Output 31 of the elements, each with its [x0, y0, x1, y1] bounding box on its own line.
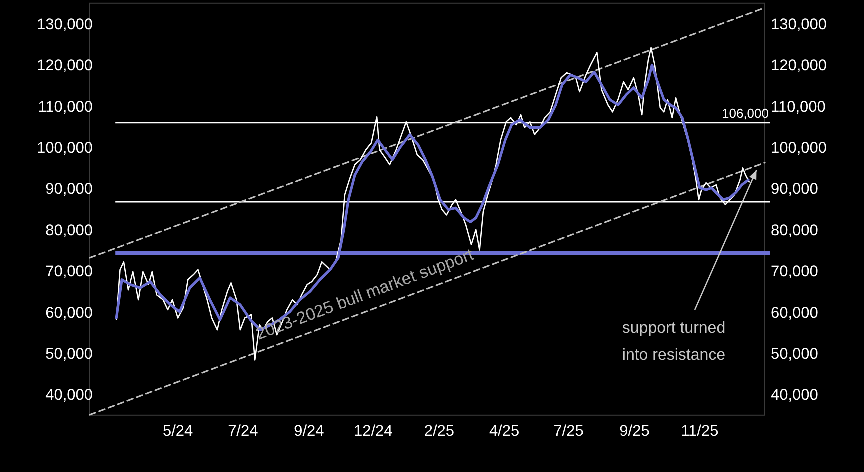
y-tick-label: 90,000	[46, 181, 94, 198]
y-tick-label: 100,000	[36, 140, 94, 158]
y2-tick-label: 70,000	[771, 264, 819, 281]
y-tick-label: 60,000	[46, 304, 94, 322]
x-tick-label: 9/24	[294, 423, 325, 440]
y-tick-label: 70,000	[46, 264, 94, 281]
y2-tick-label: 40,000	[771, 387, 819, 404]
x-tick-label: 11/25	[681, 423, 719, 440]
x-tick-label: 9/25	[620, 423, 650, 440]
y2-tick-label: 100,000	[771, 140, 828, 158]
y2-tick-label: 80,000	[771, 222, 819, 240]
y-tick-label: 40,000	[46, 387, 94, 404]
y2-tick-label: 50,000	[771, 346, 819, 364]
x-tick-label: 2/25	[424, 423, 455, 440]
x-tick-label: 12/24	[354, 423, 394, 440]
x-tick-label: 4/25	[489, 423, 520, 440]
x-tick-label: 5/24	[162, 423, 194, 440]
y-tick-label: 120,000	[36, 58, 94, 75]
annotation: support turned into resistance	[622, 320, 726, 364]
y-tick-label: 110,000	[38, 98, 94, 116]
ref-line-label: 106,000	[722, 106, 769, 121]
y2-tick-label: 130,000	[771, 16, 828, 34]
y-tick-label: 130,000	[36, 16, 94, 34]
y2-tick-label: 90,000	[771, 181, 819, 198]
y2-tick-label: 110,000	[771, 98, 826, 116]
y-tick-label: 80,000	[46, 222, 94, 240]
y-tick-label: 50,000	[46, 346, 94, 364]
x-tick-label: 7/24	[228, 423, 259, 440]
y2-tick-label: 120,000	[771, 58, 828, 75]
y2-tick-label: 60,000	[771, 304, 819, 322]
x-tick-label: 7/25	[554, 423, 584, 440]
